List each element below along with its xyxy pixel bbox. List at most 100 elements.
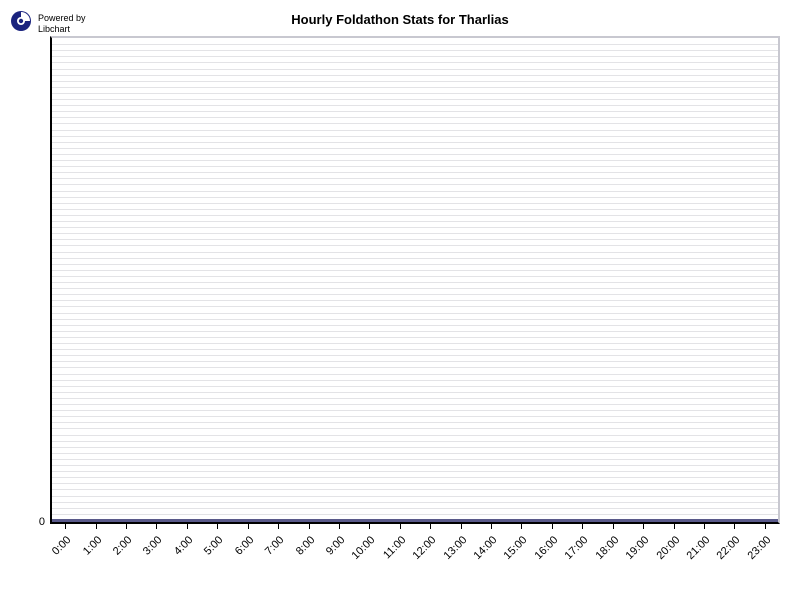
xtick-mark xyxy=(339,524,340,529)
gridline-h xyxy=(52,282,778,283)
gridline-h xyxy=(52,209,778,210)
gridline-h xyxy=(52,136,778,137)
xtick-mark xyxy=(674,524,675,529)
xtick-mark xyxy=(552,524,553,529)
xtick-label: 18:00 xyxy=(584,534,621,571)
plot-area xyxy=(50,36,780,524)
gridline-h xyxy=(52,99,778,100)
gridline-h xyxy=(52,87,778,88)
xtick-mark xyxy=(248,524,249,529)
xtick-mark xyxy=(521,524,522,529)
gridline-h xyxy=(52,197,778,198)
gridline-h xyxy=(52,166,778,167)
xtick-label: 12:00 xyxy=(402,534,439,571)
gridline-h xyxy=(52,227,778,228)
gridline-h xyxy=(52,343,778,344)
xtick-label: 17:00 xyxy=(554,534,591,571)
gridline-h xyxy=(52,50,778,51)
gridline-h xyxy=(52,325,778,326)
gridline-h xyxy=(52,233,778,234)
xtick-label: 9:00 xyxy=(311,534,348,571)
gridline-h xyxy=(52,374,778,375)
xtick-mark xyxy=(582,524,583,529)
gridline-h xyxy=(52,111,778,112)
xtick-label: 21:00 xyxy=(676,534,713,571)
xtick-mark xyxy=(704,524,705,529)
xtick-label: 6:00 xyxy=(219,534,256,571)
gridline-h xyxy=(52,105,778,106)
xtick-mark xyxy=(461,524,462,529)
xtick-mark xyxy=(187,524,188,529)
gridline-h xyxy=(52,435,778,436)
chart-title: Hourly Foldathon Stats for Tharlias xyxy=(0,12,800,27)
gridline-h xyxy=(52,355,778,356)
gridline-h xyxy=(52,81,778,82)
xtick-mark xyxy=(65,524,66,529)
gridline-h xyxy=(52,319,778,320)
xtick-label: 0:00 xyxy=(37,534,74,571)
xtick-mark xyxy=(400,524,401,529)
gridline-h xyxy=(52,471,778,472)
gridline-h xyxy=(52,258,778,259)
xtick-label: 23:00 xyxy=(736,534,773,571)
gridline-h xyxy=(52,313,778,314)
xtick-mark xyxy=(613,524,614,529)
gridline-h xyxy=(52,294,778,295)
ytick-label: 0 xyxy=(15,516,45,528)
gridline-h xyxy=(52,398,778,399)
gridline-h xyxy=(52,239,778,240)
gridline-h xyxy=(52,331,778,332)
xtick-mark xyxy=(126,524,127,529)
xtick-mark xyxy=(278,524,279,529)
gridline-h xyxy=(52,306,778,307)
gridline-h xyxy=(52,410,778,411)
gridline-h xyxy=(52,489,778,490)
xtick-label: 1:00 xyxy=(67,534,104,571)
gridline-h xyxy=(52,367,778,368)
xtick-mark xyxy=(309,524,310,529)
xtick-mark xyxy=(643,524,644,529)
gridline-h xyxy=(52,386,778,387)
gridline-h xyxy=(52,191,778,192)
xtick-label: 8:00 xyxy=(280,534,317,571)
gridline-h xyxy=(52,245,778,246)
gridline-h xyxy=(52,392,778,393)
gridline-h xyxy=(52,252,778,253)
gridline-h xyxy=(52,221,778,222)
gridline-h xyxy=(52,215,778,216)
xtick-label: 7:00 xyxy=(250,534,287,571)
xtick-mark xyxy=(96,524,97,529)
gridline-h xyxy=(52,142,778,143)
xtick-mark xyxy=(491,524,492,529)
gridline-h xyxy=(52,62,778,63)
gridline-h xyxy=(52,270,778,271)
xtick-label: 4:00 xyxy=(159,534,196,571)
gridline-h xyxy=(52,93,778,94)
xtick-label: 22:00 xyxy=(706,534,743,571)
gridline-h xyxy=(52,148,778,149)
gridline-h xyxy=(52,361,778,362)
gridline-h xyxy=(52,453,778,454)
gridline-h xyxy=(52,447,778,448)
gridline-h xyxy=(52,459,778,460)
gridline-h xyxy=(52,75,778,76)
gridline-h xyxy=(52,117,778,118)
xtick-label: 19:00 xyxy=(615,534,652,571)
gridline-h xyxy=(52,404,778,405)
gridlines xyxy=(52,38,778,522)
xtick-label: 15:00 xyxy=(493,534,530,571)
xtick-label: 11:00 xyxy=(371,534,408,571)
gridline-h xyxy=(52,349,778,350)
gridline-h xyxy=(52,184,778,185)
xtick-mark xyxy=(734,524,735,529)
gridline-h xyxy=(52,465,778,466)
gridline-h xyxy=(52,422,778,423)
xtick-label: 16:00 xyxy=(524,534,561,571)
xtick-mark xyxy=(765,524,766,529)
xtick-mark xyxy=(369,524,370,529)
xtick-mark xyxy=(217,524,218,529)
gridline-h xyxy=(52,172,778,173)
gridline-h xyxy=(52,69,778,70)
gridline-h xyxy=(52,483,778,484)
gridline-h xyxy=(52,276,778,277)
